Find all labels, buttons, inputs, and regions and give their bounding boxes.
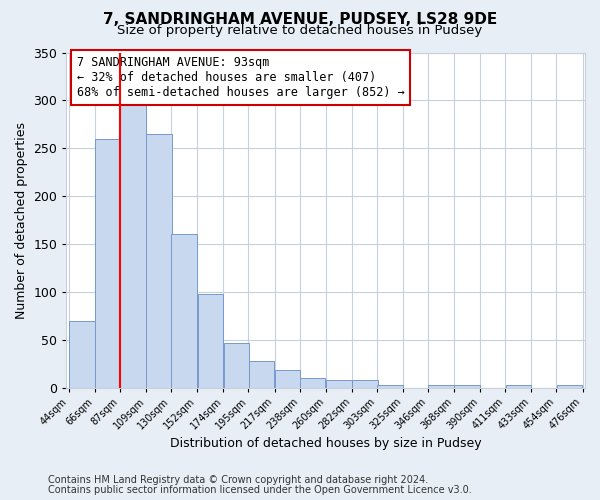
Bar	[69, 320, 95, 388]
Bar	[300, 378, 325, 388]
X-axis label: Distribution of detached houses by size in Pudsey: Distribution of detached houses by size …	[170, 437, 482, 450]
Text: 7, SANDRINGHAM AVENUE, PUDSEY, LS28 9DE: 7, SANDRINGHAM AVENUE, PUDSEY, LS28 9DE	[103, 12, 497, 28]
Bar	[377, 384, 403, 388]
Bar	[352, 380, 378, 388]
Bar	[506, 384, 531, 388]
Bar	[557, 384, 583, 388]
Bar	[197, 294, 223, 388]
Bar	[326, 380, 352, 388]
Bar	[95, 138, 121, 388]
Text: Contains public sector information licensed under the Open Government Licence v3: Contains public sector information licen…	[48, 485, 472, 495]
Bar	[120, 105, 146, 388]
Bar	[454, 384, 480, 388]
Y-axis label: Number of detached properties: Number of detached properties	[15, 122, 28, 318]
Bar	[428, 384, 454, 388]
Bar	[224, 342, 250, 388]
Text: Contains HM Land Registry data © Crown copyright and database right 2024.: Contains HM Land Registry data © Crown c…	[48, 475, 428, 485]
Text: Size of property relative to detached houses in Pudsey: Size of property relative to detached ho…	[118, 24, 482, 37]
Bar	[172, 234, 197, 388]
Bar	[249, 360, 274, 388]
Bar	[275, 370, 301, 388]
Text: 7 SANDRINGHAM AVENUE: 93sqm
← 32% of detached houses are smaller (407)
68% of se: 7 SANDRINGHAM AVENUE: 93sqm ← 32% of det…	[77, 56, 404, 99]
Bar	[146, 134, 172, 388]
